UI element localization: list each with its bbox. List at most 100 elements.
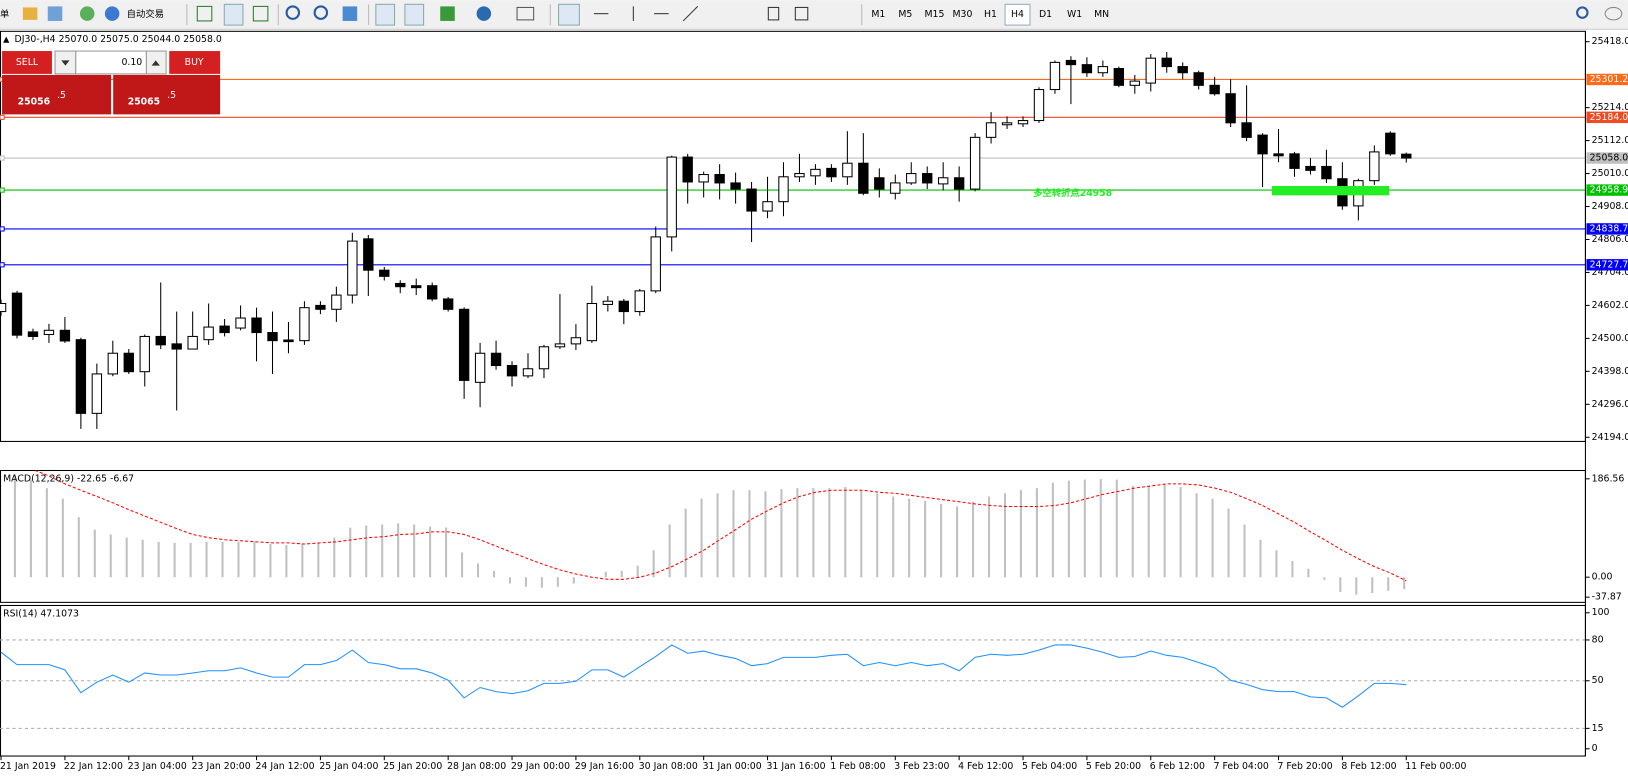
candle-body [1225, 93, 1236, 124]
icon[interactable] [342, 6, 358, 21]
turning-zone [1271, 186, 1390, 196]
y-tick-label: 15 [1592, 723, 1604, 734]
candle-body [906, 173, 917, 184]
icon[interactable] [196, 5, 213, 22]
icon[interactable] [558, 3, 580, 26]
y-tick-label: 24704.0 [1592, 267, 1628, 278]
timeframe-button[interactable]: M30 [953, 9, 973, 20]
timeframe-button[interactable]: M1 [871, 9, 885, 20]
candle-body [969, 136, 981, 190]
icon[interactable] [252, 5, 269, 22]
level-label: 25301.2 [1590, 74, 1628, 85]
candle-body [858, 162, 869, 194]
candle-body [522, 368, 534, 377]
y-tick-label: 186.56 [1592, 473, 1625, 484]
y-tick-label: 100 [1592, 607, 1610, 618]
y-tick-label: 24398.0 [1592, 366, 1628, 377]
x-tick-label: 5 Feb 04:00 [1022, 761, 1077, 772]
candle-body [1033, 89, 1045, 122]
timeframe-button[interactable]: D1 [1039, 9, 1052, 20]
candle-body [1401, 153, 1412, 159]
candle-body [251, 317, 262, 334]
y-tick-label: 24602.0 [1592, 300, 1628, 311]
candle-body [315, 304, 326, 310]
timeframe-button[interactable]: M15 [924, 9, 944, 20]
y-tick-label: 24500.0 [1592, 333, 1628, 344]
icon[interactable] [516, 6, 535, 21]
candle-body [826, 167, 837, 178]
x-tick-label: 23 Jan 04:00 [128, 761, 187, 772]
candle-body [1161, 57, 1172, 68]
annotation: 多空转折点24958 [1033, 187, 1112, 199]
buy-button[interactable] [169, 51, 221, 74]
x-tick-label: 31 Jan 00:00 [703, 761, 762, 772]
candle-body [506, 365, 518, 377]
candle-body [810, 168, 821, 177]
icon[interactable] [223, 3, 244, 26]
signal-line [33, 470, 1407, 582]
sell-button[interactable] [2, 51, 52, 74]
y-tick-label: 0 [1592, 743, 1598, 754]
x-tick-label: 28 Jan 08:00 [447, 761, 506, 772]
y-tick-label: 24806.0 [1592, 234, 1628, 245]
icon[interactable] [767, 6, 780, 21]
candle-body [139, 335, 150, 373]
icon[interactable] [47, 6, 63, 21]
timeframe-button[interactable]: H4 [1011, 9, 1024, 20]
candle-body [187, 335, 198, 350]
candle-body [1257, 134, 1268, 155]
candle-body [458, 308, 470, 381]
x-tick-label: 24 Jan 12:00 [255, 761, 314, 772]
timeframe-button[interactable]: MN [1094, 9, 1109, 20]
candle-body [490, 352, 502, 367]
candle-body [1017, 120, 1029, 125]
candle-body [538, 346, 550, 370]
level-label: 24958.9 [1590, 185, 1628, 196]
candle-body [155, 335, 166, 346]
toolbar-item[interactable]: 自动交易 [127, 8, 164, 20]
candle-body [59, 329, 71, 342]
x-tick-label: 3 Feb 23:00 [894, 761, 949, 772]
symbol-marker [3, 36, 10, 43]
x-tick-label: 7 Feb 04:00 [1214, 761, 1269, 772]
icon[interactable] [375, 3, 396, 26]
candle-body [1129, 80, 1140, 86]
icon[interactable] [313, 5, 329, 20]
candle-body [442, 298, 454, 310]
toolbar-item[interactable]: 单 [0, 8, 9, 20]
candle-body [267, 332, 278, 342]
level-label: 24727.7 [1590, 259, 1628, 270]
timeframe-button[interactable]: H1 [984, 9, 997, 20]
icon[interactable] [440, 6, 455, 21]
icon[interactable] [79, 6, 95, 21]
timeframe-button[interactable]: M5 [898, 9, 912, 20]
ask-box[interactable] [113, 74, 221, 115]
candle-body [426, 285, 438, 300]
timeframe-button[interactable]: W1 [1067, 9, 1082, 20]
bid-box[interactable] [2, 74, 112, 115]
icon[interactable] [22, 7, 38, 20]
chat-icon[interactable] [1604, 6, 1623, 21]
candle-body [219, 325, 230, 334]
candle-body [650, 236, 661, 292]
sell-label: SELL [16, 57, 39, 68]
candle-body [43, 329, 55, 336]
candle-body [235, 317, 246, 329]
buy-label: BUY [185, 57, 204, 68]
candle-body [107, 352, 119, 375]
ask-price: 25065 [128, 96, 160, 107]
icon[interactable] [104, 6, 120, 21]
icon[interactable] [476, 6, 492, 21]
pane-frame [0, 469, 1586, 603]
arrow-up [151, 60, 160, 66]
candle-body [730, 182, 741, 190]
icon[interactable] [794, 6, 809, 21]
candle-body [890, 182, 901, 194]
search-icon[interactable] [1576, 6, 1589, 19]
icon[interactable] [285, 5, 301, 20]
candle-body [1385, 132, 1396, 155]
icon[interactable] [404, 3, 425, 26]
y-tick-label: 50 [1592, 675, 1604, 686]
pane-title: RSI(14) 47.1073 [3, 608, 79, 619]
icon[interactable] [682, 6, 699, 22]
